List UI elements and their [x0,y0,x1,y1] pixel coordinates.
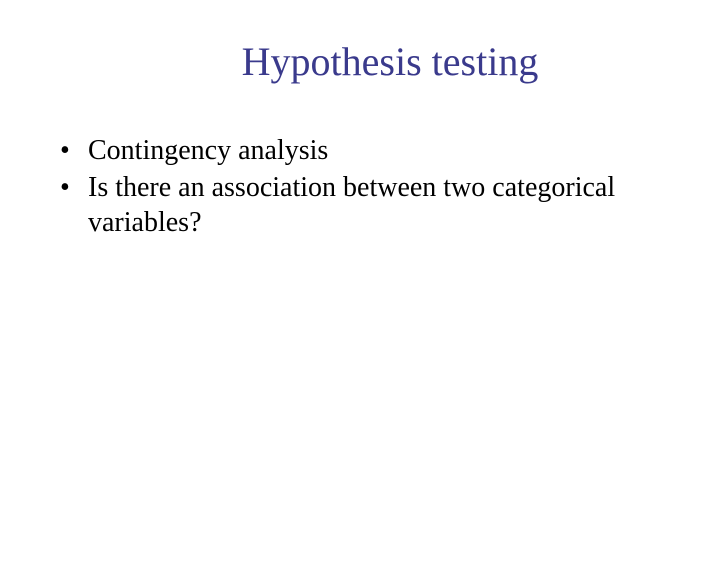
bullet-text: Contingency analysis [88,135,328,166]
bullet-list: Contingency analysis Is there an associa… [0,133,720,240]
bullet-text: Is there an association between two cate… [88,172,615,238]
bullet-item: Contingency analysis [60,133,660,168]
slide-title: Hypothesis testing [0,38,720,85]
slide-container: Hypothesis testing Contingency analysis … [0,38,720,578]
bullet-item: Is there an association between two cate… [60,170,660,240]
